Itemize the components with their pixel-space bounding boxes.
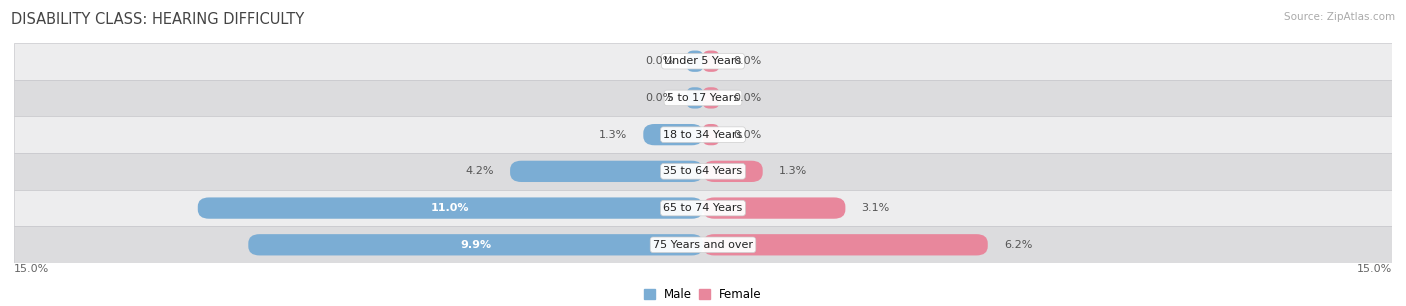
Text: 0.0%: 0.0% <box>645 56 673 66</box>
Text: DISABILITY CLASS: HEARING DIFFICULTY: DISABILITY CLASS: HEARING DIFFICULTY <box>11 12 305 27</box>
Text: 3.1%: 3.1% <box>862 203 890 213</box>
Text: 6.2%: 6.2% <box>1004 240 1032 250</box>
Text: 35 to 64 Years: 35 to 64 Years <box>664 166 742 176</box>
Text: 65 to 74 Years: 65 to 74 Years <box>664 203 742 213</box>
FancyBboxPatch shape <box>14 226 1392 263</box>
FancyBboxPatch shape <box>703 161 762 182</box>
FancyBboxPatch shape <box>510 161 703 182</box>
Text: 9.9%: 9.9% <box>460 240 491 250</box>
Text: 18 to 34 Years: 18 to 34 Years <box>664 130 742 140</box>
FancyBboxPatch shape <box>249 234 703 256</box>
Text: 15.0%: 15.0% <box>14 264 49 274</box>
FancyBboxPatch shape <box>14 116 1392 153</box>
Text: Source: ZipAtlas.com: Source: ZipAtlas.com <box>1284 12 1395 22</box>
FancyBboxPatch shape <box>703 50 718 72</box>
FancyBboxPatch shape <box>703 234 988 256</box>
Text: 1.3%: 1.3% <box>779 166 807 176</box>
Text: 0.0%: 0.0% <box>733 130 761 140</box>
Text: 15.0%: 15.0% <box>1357 264 1392 274</box>
Text: 0.0%: 0.0% <box>733 93 761 103</box>
FancyBboxPatch shape <box>688 87 703 109</box>
Text: 4.2%: 4.2% <box>465 166 494 176</box>
FancyBboxPatch shape <box>703 124 718 145</box>
Text: 11.0%: 11.0% <box>432 203 470 213</box>
FancyBboxPatch shape <box>14 190 1392 226</box>
Text: 75 Years and over: 75 Years and over <box>652 240 754 250</box>
FancyBboxPatch shape <box>644 124 703 145</box>
FancyBboxPatch shape <box>14 153 1392 190</box>
Text: 1.3%: 1.3% <box>599 130 627 140</box>
Text: 0.0%: 0.0% <box>733 56 761 66</box>
Legend: Male, Female: Male, Female <box>640 283 766 306</box>
FancyBboxPatch shape <box>14 43 1392 80</box>
Text: Under 5 Years: Under 5 Years <box>665 56 741 66</box>
FancyBboxPatch shape <box>198 197 703 219</box>
FancyBboxPatch shape <box>688 50 703 72</box>
Text: 0.0%: 0.0% <box>645 93 673 103</box>
FancyBboxPatch shape <box>703 197 845 219</box>
FancyBboxPatch shape <box>703 87 718 109</box>
Text: 5 to 17 Years: 5 to 17 Years <box>666 93 740 103</box>
FancyBboxPatch shape <box>14 80 1392 116</box>
